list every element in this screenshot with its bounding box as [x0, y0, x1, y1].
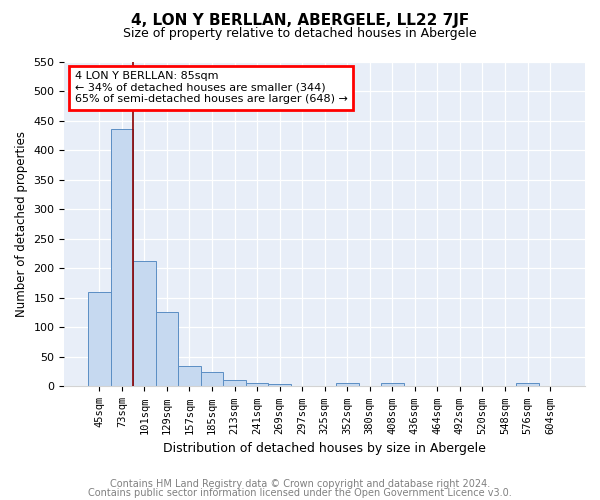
Y-axis label: Number of detached properties: Number of detached properties: [15, 131, 28, 317]
Bar: [133, 260, 155, 386]
Bar: [155, 312, 178, 386]
Bar: [110, 130, 133, 386]
Bar: [246, 384, 268, 386]
Text: Contains public sector information licensed under the Open Government Licence v3: Contains public sector information licen…: [88, 488, 512, 498]
Text: Contains HM Land Registry data © Crown copyright and database right 2024.: Contains HM Land Registry data © Crown c…: [110, 479, 490, 489]
Bar: [336, 384, 359, 386]
Bar: [268, 384, 291, 386]
Text: 4, LON Y BERLLAN, ABERGELE, LL22 7JF: 4, LON Y BERLLAN, ABERGELE, LL22 7JF: [131, 12, 469, 28]
Bar: [381, 384, 404, 386]
Bar: [223, 380, 246, 386]
Text: Size of property relative to detached houses in Abergele: Size of property relative to detached ho…: [123, 28, 477, 40]
Bar: [88, 292, 110, 386]
Bar: [178, 366, 201, 386]
Bar: [201, 372, 223, 386]
X-axis label: Distribution of detached houses by size in Abergele: Distribution of detached houses by size …: [163, 442, 486, 455]
Text: 4 LON Y BERLLAN: 85sqm
← 34% of detached houses are smaller (344)
65% of semi-de: 4 LON Y BERLLAN: 85sqm ← 34% of detached…: [75, 71, 347, 104]
Bar: [516, 384, 539, 386]
